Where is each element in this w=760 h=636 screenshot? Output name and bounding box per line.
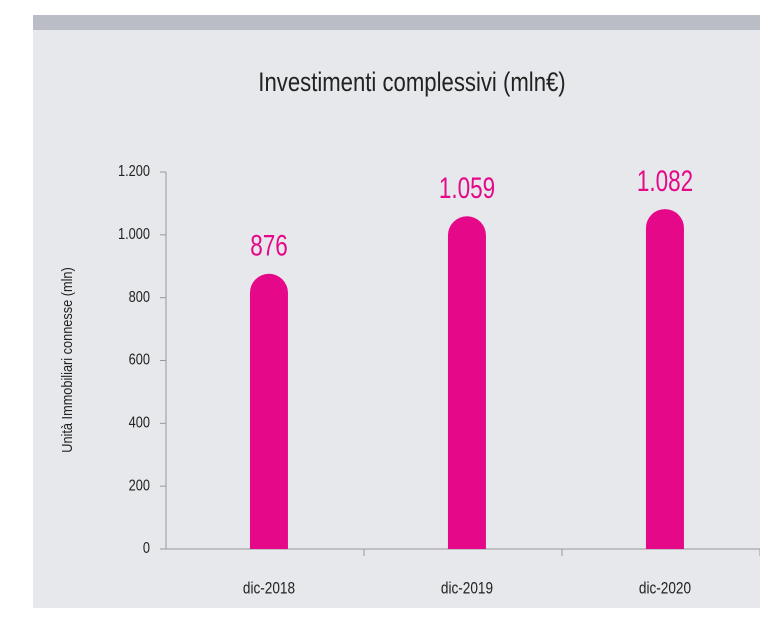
y-tick-label: 200 bbox=[129, 477, 150, 495]
x-tick-label: dic-2018 bbox=[243, 579, 295, 598]
chart-title: Investimenti complessivi (mln€) bbox=[258, 68, 565, 98]
bar bbox=[249, 273, 288, 549]
y-tick-label: 600 bbox=[129, 351, 150, 369]
bar bbox=[645, 209, 684, 550]
y-tick-label: 400 bbox=[129, 414, 150, 432]
value-label: 876 bbox=[250, 229, 288, 263]
y-tick-label: 1.200 bbox=[118, 163, 150, 181]
panel bbox=[33, 15, 760, 608]
bar bbox=[447, 216, 486, 550]
value-label: 1.059 bbox=[439, 171, 495, 205]
y-axis-label: Unità Immobiliari connesse (mln) bbox=[58, 267, 75, 452]
y-tick-label: 800 bbox=[129, 289, 150, 307]
y-tick-label: 0 bbox=[143, 540, 150, 558]
x-tick-label: dic-2019 bbox=[441, 579, 493, 598]
value-label: 1.082 bbox=[637, 164, 693, 198]
x-tick-label: dic-2020 bbox=[639, 579, 691, 598]
y-tick-label: 1.000 bbox=[118, 226, 150, 244]
panel-top-band bbox=[33, 15, 760, 30]
